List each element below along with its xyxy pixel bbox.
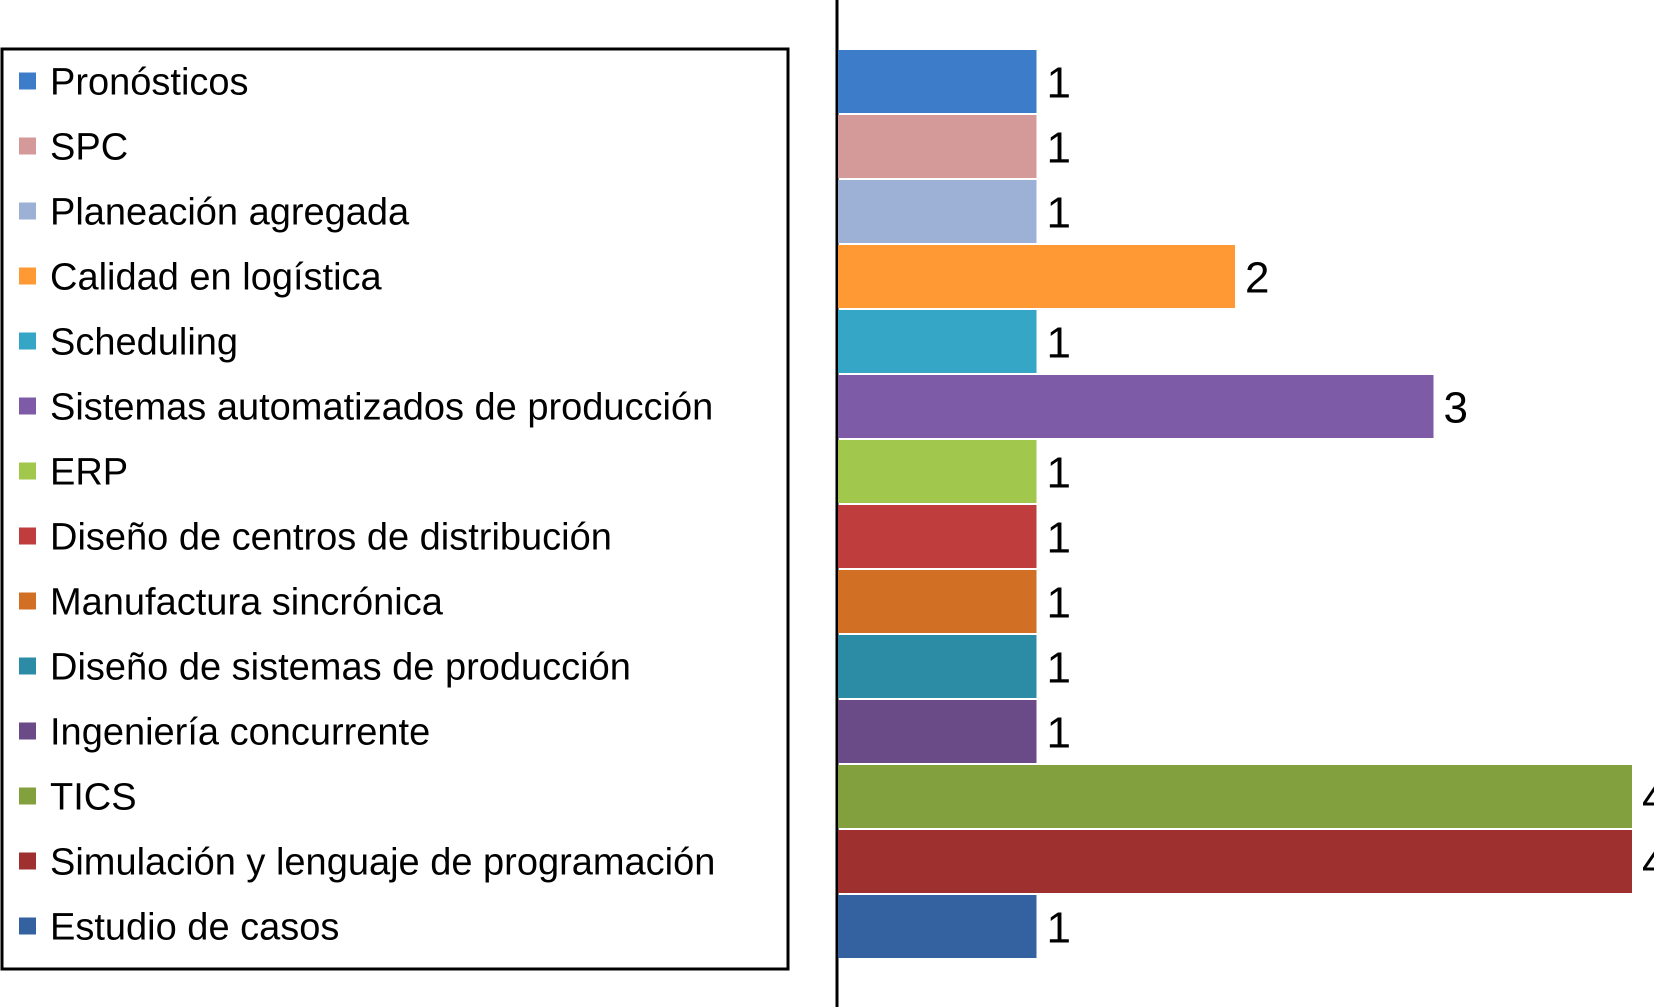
bar-2 (838, 180, 1037, 243)
bar-5 (838, 375, 1434, 438)
value-label-0: 1 (1047, 59, 1071, 108)
value-label-7: 1 (1047, 514, 1071, 563)
legend-label-9: Diseño de sistemas de producción (50, 647, 631, 689)
value-label-9: 1 (1047, 644, 1071, 693)
value-label-12: 4 (1642, 839, 1654, 888)
legend-label-7: Diseño de centros de distribución (50, 517, 612, 559)
bar-13 (838, 895, 1037, 958)
legend-box (0, 47, 790, 971)
legend-label-3: Calidad en logística (50, 257, 383, 299)
legend-swatch-0 (19, 72, 36, 90)
legend-swatch-1 (19, 137, 36, 155)
legend-label-12: Simulación y lenguaje de programación (50, 842, 715, 884)
value-label-5: 3 (1444, 384, 1468, 433)
legend-swatch-5 (19, 397, 36, 415)
legend-swatch-13 (19, 917, 36, 935)
bar-8 (838, 570, 1037, 633)
legend-label-13: Estudio de casos (50, 907, 339, 949)
legend-swatch-6 (19, 462, 36, 480)
value-label-8: 1 (1047, 579, 1071, 628)
bar-9 (838, 635, 1037, 698)
bar-12 (838, 830, 1632, 893)
legend-label-4: Scheduling (50, 322, 238, 364)
value-label-2: 1 (1047, 189, 1071, 238)
bar-1 (838, 115, 1037, 178)
value-label-6: 1 (1047, 449, 1071, 498)
value-label-1: 1 (1047, 124, 1071, 173)
bars-group (838, 50, 1632, 958)
value-label-11: 4 (1642, 774, 1654, 823)
value-labels-group: 1 1 1 2 1 3 1 1 1 1 1 4 4 1 (1047, 59, 1654, 953)
bar-4 (838, 310, 1037, 373)
bar-6 (838, 440, 1037, 503)
value-label-10: 1 (1047, 709, 1071, 758)
legend-swatch-4 (19, 332, 36, 350)
bar-0 (838, 50, 1037, 113)
bar-3 (838, 245, 1235, 308)
legend-label-0: Pronósticos (50, 62, 249, 104)
legend-swatch-2 (19, 202, 36, 220)
legend-swatch-8 (19, 592, 36, 610)
legend-swatch-9 (19, 657, 36, 675)
legend-label-11: TICS (50, 777, 137, 819)
legend-swatch-10 (19, 722, 36, 740)
legend-label-5: Sistemas automatizados de producción (50, 387, 713, 429)
legend-label-10: Ingeniería concurrente (50, 712, 430, 754)
legend-swatch-7 (19, 527, 36, 545)
legend-label-1: SPC (50, 127, 128, 169)
bar-11 (838, 765, 1632, 828)
bar-10 (838, 700, 1037, 763)
bar-7 (838, 505, 1037, 568)
legend-swatch-3 (19, 267, 36, 285)
legend: Pronósticos SPC Planeación agregada Calidad… (19, 62, 715, 949)
legend-swatch-12 (19, 852, 36, 870)
legend-label-2: Planeación agregada (50, 192, 410, 234)
legend-label-8: Manufactura sincrónica (50, 582, 444, 624)
legend-swatch-11 (19, 787, 36, 805)
legend-label-6: ERP (50, 452, 128, 494)
value-label-13: 1 (1047, 904, 1071, 953)
value-label-3: 2 (1245, 254, 1269, 303)
value-label-4: 1 (1047, 319, 1071, 368)
